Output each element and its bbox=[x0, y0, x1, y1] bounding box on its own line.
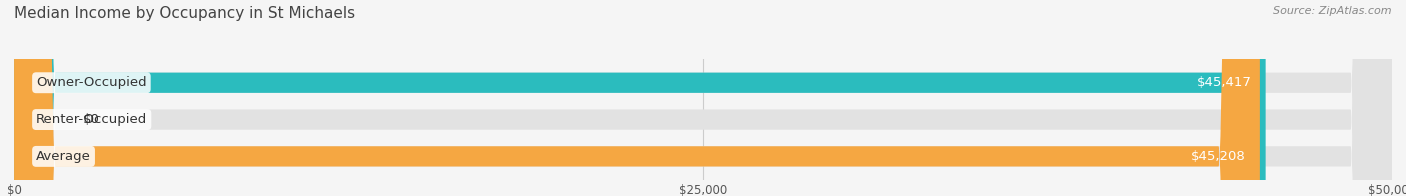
FancyBboxPatch shape bbox=[14, 0, 1392, 196]
Text: $45,208: $45,208 bbox=[1191, 150, 1246, 163]
Text: $0: $0 bbox=[83, 113, 100, 126]
FancyBboxPatch shape bbox=[14, 0, 1392, 196]
Text: Owner-Occupied: Owner-Occupied bbox=[37, 76, 146, 89]
FancyBboxPatch shape bbox=[14, 0, 1260, 196]
Text: Average: Average bbox=[37, 150, 91, 163]
Text: Median Income by Occupancy in St Michaels: Median Income by Occupancy in St Michael… bbox=[14, 6, 356, 21]
Text: Source: ZipAtlas.com: Source: ZipAtlas.com bbox=[1274, 6, 1392, 16]
FancyBboxPatch shape bbox=[14, 0, 1392, 196]
Text: $45,417: $45,417 bbox=[1197, 76, 1251, 89]
FancyBboxPatch shape bbox=[14, 0, 1265, 196]
Text: Renter-Occupied: Renter-Occupied bbox=[37, 113, 148, 126]
